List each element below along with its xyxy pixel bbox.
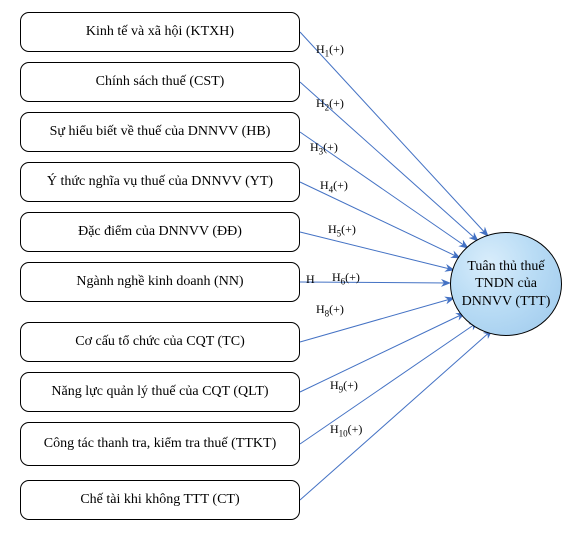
outcome-label: Tuân thủ thuế TNDN của DNNVV (TTT) bbox=[457, 258, 555, 311]
edge-label-h9: H9(+) bbox=[330, 378, 358, 394]
factor-label: Sự hiểu biết về thuế của DNNVV (HB) bbox=[50, 124, 271, 140]
edge-arrow bbox=[300, 313, 465, 392]
factor-label: Ngành nghề kinh doanh (NN) bbox=[76, 274, 243, 290]
stray-char: H bbox=[306, 272, 315, 287]
factor-dd: Đặc điểm của DNNVV (ĐĐ) bbox=[20, 212, 300, 252]
factor-tc: Cơ cấu tổ chức của CQT (TC) bbox=[20, 322, 300, 362]
edge-arrow bbox=[300, 32, 488, 236]
factor-cst: Chính sách thuế (CST) bbox=[20, 62, 300, 102]
outcome-ttt: Tuân thủ thuế TNDN của DNNVV (TTT) bbox=[450, 232, 562, 336]
edge-arrow bbox=[300, 322, 478, 444]
edge-label-h4: H4(+) bbox=[320, 178, 348, 194]
factor-label: Công tác thanh tra, kiểm tra thuế (TTKT) bbox=[44, 436, 276, 452]
diagram-canvas: Kinh tế và xã hội (KTXH) Chính sách thuế… bbox=[0, 0, 585, 534]
edge-label-h8: H8(+) bbox=[316, 302, 344, 318]
edge-arrow bbox=[300, 330, 492, 500]
edge-label-h1: H1(+) bbox=[316, 42, 344, 58]
edge-label-h5: H5(+) bbox=[328, 222, 356, 238]
factor-label: Chính sách thuế (CST) bbox=[96, 74, 225, 90]
factor-label: Cơ cấu tổ chức của CQT (TC) bbox=[75, 334, 244, 350]
factor-label: Năng lực quản lý thuế của CQT (QLT) bbox=[51, 384, 268, 400]
factor-yt: Ý thức nghĩa vụ thuế của DNNVV (YT) bbox=[20, 162, 300, 202]
edge-label-h2: H2(+) bbox=[316, 96, 344, 112]
factor-ct: Chế tài khi không TTT (CT) bbox=[20, 480, 300, 520]
factor-label: Chế tài khi không TTT (CT) bbox=[80, 492, 239, 508]
edge-label-h10: H10(+) bbox=[330, 422, 362, 438]
edge-arrow bbox=[300, 282, 450, 283]
edge-label-h6: H6(+) bbox=[332, 270, 360, 286]
factor-ktxh: Kinh tế và xã hội (KTXH) bbox=[20, 12, 300, 52]
factor-nn: Ngành nghề kinh doanh (NN) bbox=[20, 262, 300, 302]
factor-ttkt: Công tác thanh tra, kiểm tra thuế (TTKT) bbox=[20, 422, 300, 466]
factor-label: Kinh tế và xã hội (KTXH) bbox=[86, 24, 234, 40]
edge-arrow bbox=[300, 232, 454, 270]
edge-label-h3: H3(+) bbox=[310, 140, 338, 156]
factor-label: Ý thức nghĩa vụ thuế của DNNVV (YT) bbox=[47, 174, 273, 190]
factor-label: Đặc điểm của DNNVV (ĐĐ) bbox=[78, 224, 242, 240]
factor-hb: Sự hiểu biết về thuế của DNNVV (HB) bbox=[20, 112, 300, 152]
factor-qlt: Năng lực quản lý thuế của CQT (QLT) bbox=[20, 372, 300, 412]
